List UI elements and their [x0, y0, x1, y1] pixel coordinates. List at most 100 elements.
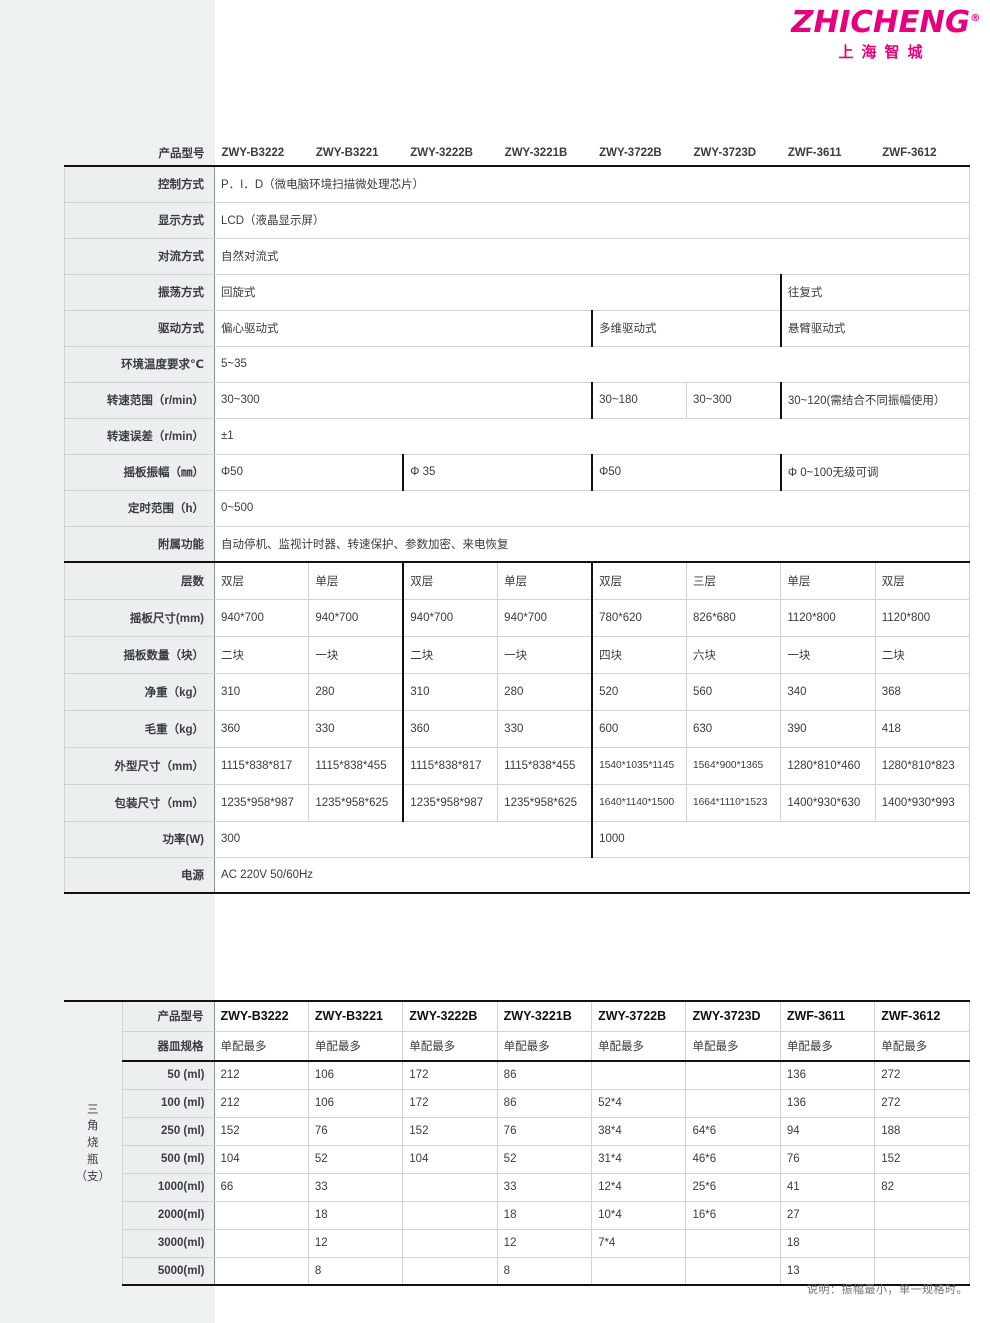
- flask-value-cell: 12: [496, 1228, 593, 1258]
- flask-spec-row: 器皿规格 单配最多 单配最多 单配最多 单配最多 单配最多 单配最多 单配最多 单配最多: [64, 1030, 970, 1062]
- spec-row-label: 毛重（kg）: [64, 709, 215, 748]
- spec-row: 振荡方式 回旋式 往复式: [64, 273, 971, 311]
- flask-value-cell: 52*4: [591, 1088, 687, 1118]
- flask-model-header-1: ZWY-B3222: [213, 1000, 309, 1032]
- flask-vertical-label-char: （支）: [75, 1170, 111, 1183]
- flask-value-cell: 12: [307, 1228, 404, 1258]
- spec-row-label: 摇板振幅（㎜）: [64, 453, 215, 491]
- spec-grid-cell: 1115*838*455: [497, 746, 593, 785]
- flask-vertical-label-char: 三: [87, 1103, 99, 1116]
- flask-value-cell: 152: [213, 1116, 309, 1146]
- flask-value-cell: [591, 1060, 687, 1090]
- flask-value-cell: 18: [496, 1200, 593, 1230]
- flask-value-cell: 104: [402, 1144, 498, 1174]
- flask-value-cell: 212: [213, 1088, 309, 1118]
- flask-model-header-2: ZWY-B3221: [307, 1000, 404, 1032]
- registered-trademark-icon: ®: [970, 13, 981, 24]
- spec-header-row: 产品型号 ZWY-B3222 ZWY-B3221 ZWY-3222B ZWY-3221B…: [65, 140, 970, 166]
- spec-grid-cell: 1115*838*455: [308, 746, 404, 785]
- flask-spec-value: 单配最多: [685, 1030, 781, 1062]
- flask-value-cell: [213, 1228, 309, 1258]
- spec-row-label: 显示方式: [64, 201, 215, 239]
- spec-grid-cell: 双层: [213, 561, 310, 600]
- flask-value-cell: 76: [307, 1116, 404, 1146]
- flask-value-cell: 8: [307, 1256, 404, 1286]
- spec-grid-cell: 826*680: [685, 598, 782, 637]
- flask-model-header-5: ZWY-3722B: [591, 1000, 687, 1032]
- flask-model-header-6: ZWY-3723D: [685, 1000, 781, 1032]
- flask-value-cell: 172: [402, 1088, 498, 1118]
- spec-grid-cell: 单层: [308, 561, 404, 600]
- flask-row: 250 (ml) 152 76 152 76 38*4 64*6 94 188: [64, 1116, 970, 1146]
- spec-value-cell: Φ50: [591, 453, 782, 491]
- spec-row: 控制方式 P．I．D（微电脑环境扫描微处理芯片）: [64, 165, 971, 203]
- spec-grid-cell: 520: [591, 672, 687, 711]
- spec-value-cell: 悬臂驱动式: [779, 309, 971, 347]
- spec-row: 摇板振幅（㎜） Φ50 Φ 35 Φ50 Φ 0~100无级可调: [64, 453, 971, 491]
- spec-grid-cell: 1400*930*630: [780, 783, 876, 822]
- flask-value-cell: [874, 1200, 970, 1230]
- spec-grid-cell: 1115*838*817: [402, 746, 499, 785]
- flask-row: 100 (ml) 212 106 172 86 52*4 136 272: [64, 1088, 970, 1118]
- flask-value-cell: 16*6: [685, 1200, 781, 1230]
- flask-vertical-label-char: 烧: [87, 1137, 99, 1150]
- company-logo: ZHICHENG® 上海智城: [791, 5, 980, 62]
- flask-value-cell: 272: [874, 1060, 970, 1090]
- flask-capacity-table: 三角烧瓶（支） 产品型号 ZWY-B3222 ZWY-B3221 ZWY-3222B ZW…: [64, 1000, 970, 1286]
- spec-row-label: 外型尺寸（mm）: [64, 746, 215, 785]
- model-header-3: ZWY-3222B: [403, 140, 498, 166]
- flask-value-cell: 41: [779, 1172, 876, 1202]
- flask-value-cell: 46*6: [685, 1144, 781, 1174]
- logo-chinese-name: 上海智城: [838, 44, 931, 61]
- footnote: 说明：振幅最小，单一规格时。: [807, 1284, 968, 1296]
- spec-grid-row: 摇板尺寸(mm) 940*700 940*700 940*700 940*700 780*…: [64, 598, 971, 637]
- spec-value-cell: 自然对流式: [213, 237, 971, 275]
- spec-value-cell: 30~120(需结合不同振幅使用）: [779, 381, 971, 419]
- model-header-1: ZWY-B3222: [214, 140, 309, 166]
- flask-spec-value: 单配最多: [213, 1030, 309, 1062]
- spec-grid-cell: 1120*800: [780, 598, 876, 637]
- spec-grid-cell: 1235*958*625: [308, 783, 404, 822]
- spec-value-cell: 自动停机、监视计时器、转速保护、参数加密、来电恢复: [213, 525, 971, 563]
- flask-value-cell: [402, 1228, 498, 1258]
- flask-header-label: 产品型号: [121, 1000, 215, 1032]
- spec-grid-cell: 一块: [308, 635, 404, 674]
- flask-value-cell: 7*4: [591, 1228, 687, 1258]
- spec-grid-cell: 1400*930*993: [874, 783, 971, 822]
- spec-grid-row: 层数 双层 单层 双层 单层 双层 三层 单层 双层: [64, 561, 971, 600]
- spec-grid-row: 摇板数量（块） 二块 一块 二块 一块 四块 六块 一块 二块: [64, 635, 971, 674]
- flask-value-cell: [402, 1256, 498, 1286]
- spec-grid-cell: 940*700: [308, 598, 404, 637]
- spec-row-supply: 电源 AC 220V 50/60Hz: [64, 856, 971, 894]
- flask-vertical-label: 三角烧瓶 （支）: [64, 1000, 122, 1285]
- spec-grid-cell: 1120*800: [874, 598, 971, 637]
- spec-grid-cell: 330: [497, 709, 593, 748]
- logo-wordmark-text: ZHICHENG: [791, 5, 971, 40]
- flask-value-cell: 212: [213, 1060, 309, 1090]
- flask-value-cell: [402, 1200, 498, 1230]
- spec-grid-cell: 280: [308, 672, 404, 711]
- flask-value-cell: 52: [496, 1144, 593, 1174]
- spec-grid-cell: 1540*1035*1145: [591, 746, 687, 785]
- flask-value-cell: 94: [779, 1116, 876, 1146]
- flask-value-cell: [213, 1256, 309, 1286]
- spec-row-label: 层数: [64, 561, 215, 600]
- flask-value-cell: 18: [779, 1228, 876, 1258]
- flask-value-cell: [685, 1060, 781, 1090]
- specification-table: 产品型号 ZWY-B3222 ZWY-B3221 ZWY-3222B ZWY-3221B…: [64, 140, 971, 894]
- flask-capacity-label: 500 (ml): [121, 1144, 215, 1174]
- model-header-4: ZWY-3221B: [497, 140, 593, 166]
- flask-value-cell: 106: [307, 1060, 404, 1090]
- spec-grid-cell: 六块: [685, 635, 782, 674]
- spec-grid-cell: 双层: [591, 561, 687, 600]
- logo-wordmark: ZHICHENG®: [791, 5, 980, 40]
- spec-grid-row: 毛重（kg） 360 330 360 330 600 630 390 418: [64, 709, 971, 748]
- spec-grid-cell: 418: [874, 709, 971, 748]
- spec-grid-cell: 一块: [780, 635, 876, 674]
- spec-row-label: 定时范围（h）: [64, 489, 215, 527]
- spec-row: 附属功能 自动停机、监视计时器、转速保护、参数加密、来电恢复: [64, 525, 971, 563]
- model-header-7: ZWF-3611: [780, 140, 876, 166]
- flask-value-cell: 33: [496, 1172, 593, 1202]
- spec-grid-row: 净重（kg） 310 280 310 280 520 560 340 368: [64, 672, 971, 711]
